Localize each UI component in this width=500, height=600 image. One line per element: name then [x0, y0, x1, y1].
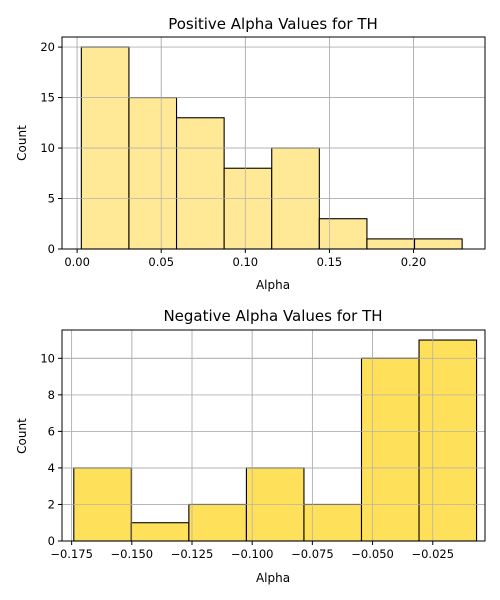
chart-title: Negative Alpha Values for TH	[163, 307, 382, 325]
x-tick-label: 0.00	[64, 255, 90, 269]
x-tick-label: −0.025	[411, 547, 454, 561]
histogram-bar	[366, 238, 416, 250]
x-tick-label: 0.05	[148, 255, 174, 269]
chart-negative-alpha: Negative Alpha Values for TH Alpha Count…	[15, 307, 486, 585]
x-tick-label: −0.150	[111, 547, 154, 561]
histogram-bar	[188, 503, 247, 542]
histogram-bar	[360, 357, 420, 542]
histogram-bar	[413, 238, 463, 250]
chart-title: Positive Alpha Values for TH	[168, 15, 378, 33]
x-tick-label: −0.100	[231, 547, 274, 561]
x-tick-label: −0.125	[171, 547, 214, 561]
y-tick-label: 10	[40, 351, 55, 365]
y-tick-label: 10	[40, 141, 55, 155]
x-tick-label: 0.20	[401, 255, 427, 269]
histogram-bar	[303, 503, 363, 542]
y-tick-label: 15	[40, 91, 55, 105]
y-tick-label: 4	[48, 461, 55, 475]
y-tick-label: 2	[48, 497, 55, 511]
y-axis-label: Count	[15, 125, 29, 161]
y-tick-label: 8	[48, 388, 55, 402]
x-tick-label: 0.10	[233, 255, 259, 269]
histogram-bar	[175, 117, 225, 250]
y-axis-label: Count	[15, 418, 29, 454]
y-tick-label: 5	[48, 192, 55, 206]
y-tick-label: 0	[48, 534, 55, 548]
y-tick-label: 6	[48, 424, 55, 438]
x-tick-label: −0.075	[291, 547, 334, 561]
plot-area: −0.175 −0.150 −0.125 −0.100 −0.075 −0.050 −0.0…	[40, 329, 486, 561]
x-tick-label: −0.175	[50, 547, 93, 561]
x-axis-label: Alpha	[256, 571, 290, 585]
x-tick-label: 0.15	[317, 255, 343, 269]
x-axis-label: Alpha	[256, 278, 290, 292]
x-tick-label: −0.050	[351, 547, 394, 561]
histogram-bar	[130, 522, 190, 542]
y-tick-label: 0	[48, 242, 55, 256]
histogram-bar	[223, 167, 273, 250]
histogram-bar	[128, 97, 178, 250]
histogram-bar	[418, 339, 478, 542]
axes-frame	[61, 329, 486, 542]
axes-frame	[61, 36, 486, 250]
chart-positive-alpha: Positive Alpha Values for TH Alpha Count…	[15, 15, 486, 292]
plot-area: 0.00 0.05 0.10 0.15 0.20 0 5 10 15 20	[40, 36, 486, 269]
histogram-bar	[318, 218, 368, 250]
y-tick-label: 20	[40, 40, 55, 54]
